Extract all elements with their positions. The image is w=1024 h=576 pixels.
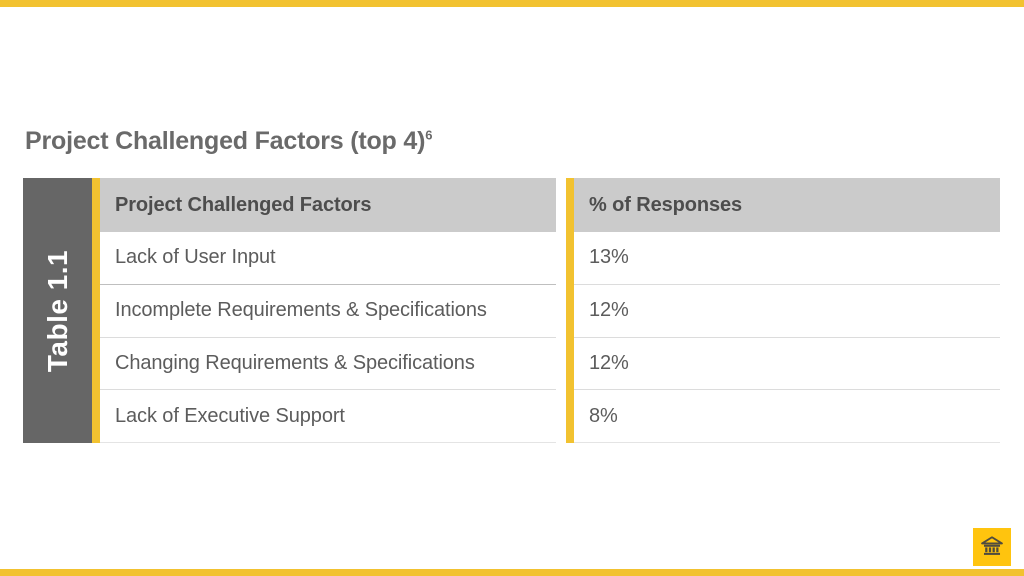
table-row: Lack of Executive Support bbox=[100, 390, 556, 443]
table-row: Lack of User Input bbox=[100, 232, 556, 285]
page-title: Project Challenged Factors (top 4)6 bbox=[25, 127, 432, 156]
accent-stripe-left bbox=[92, 178, 100, 443]
table-row-value: 13% bbox=[574, 232, 1000, 285]
bottom-accent-bar bbox=[0, 569, 1024, 576]
page-title-text: Project Challenged Factors (top 4) bbox=[25, 127, 426, 155]
table-row-value: 8% bbox=[574, 390, 1000, 443]
bank-icon bbox=[981, 536, 1003, 555]
top-accent-bar bbox=[0, 0, 1024, 7]
table-row-value: 12% bbox=[574, 284, 1000, 338]
table-row-value: 12% bbox=[574, 337, 1000, 391]
column-header-factors: Project Challenged Factors bbox=[100, 178, 556, 232]
column-factors: Project Challenged Factors Lack of User … bbox=[100, 178, 556, 443]
column-responses: % of Responses 13% 12% 12% 8% bbox=[574, 178, 1000, 443]
table-row: Incomplete Requirements & Specifications bbox=[100, 284, 556, 338]
table-side-tab: Table 1.1 bbox=[23, 178, 92, 443]
table-side-label: Table 1.1 bbox=[41, 249, 73, 372]
column-header-responses: % of Responses bbox=[574, 178, 1000, 232]
accent-stripe-right bbox=[566, 178, 574, 443]
column-gap bbox=[556, 178, 566, 443]
table-1-1: Table 1.1 Project Challenged Factors Lac… bbox=[23, 178, 1000, 443]
table-row: Changing Requirements & Specifications bbox=[100, 337, 556, 391]
footnote-reference: 6 bbox=[425, 127, 433, 143]
bank-icon-badge bbox=[973, 528, 1011, 566]
